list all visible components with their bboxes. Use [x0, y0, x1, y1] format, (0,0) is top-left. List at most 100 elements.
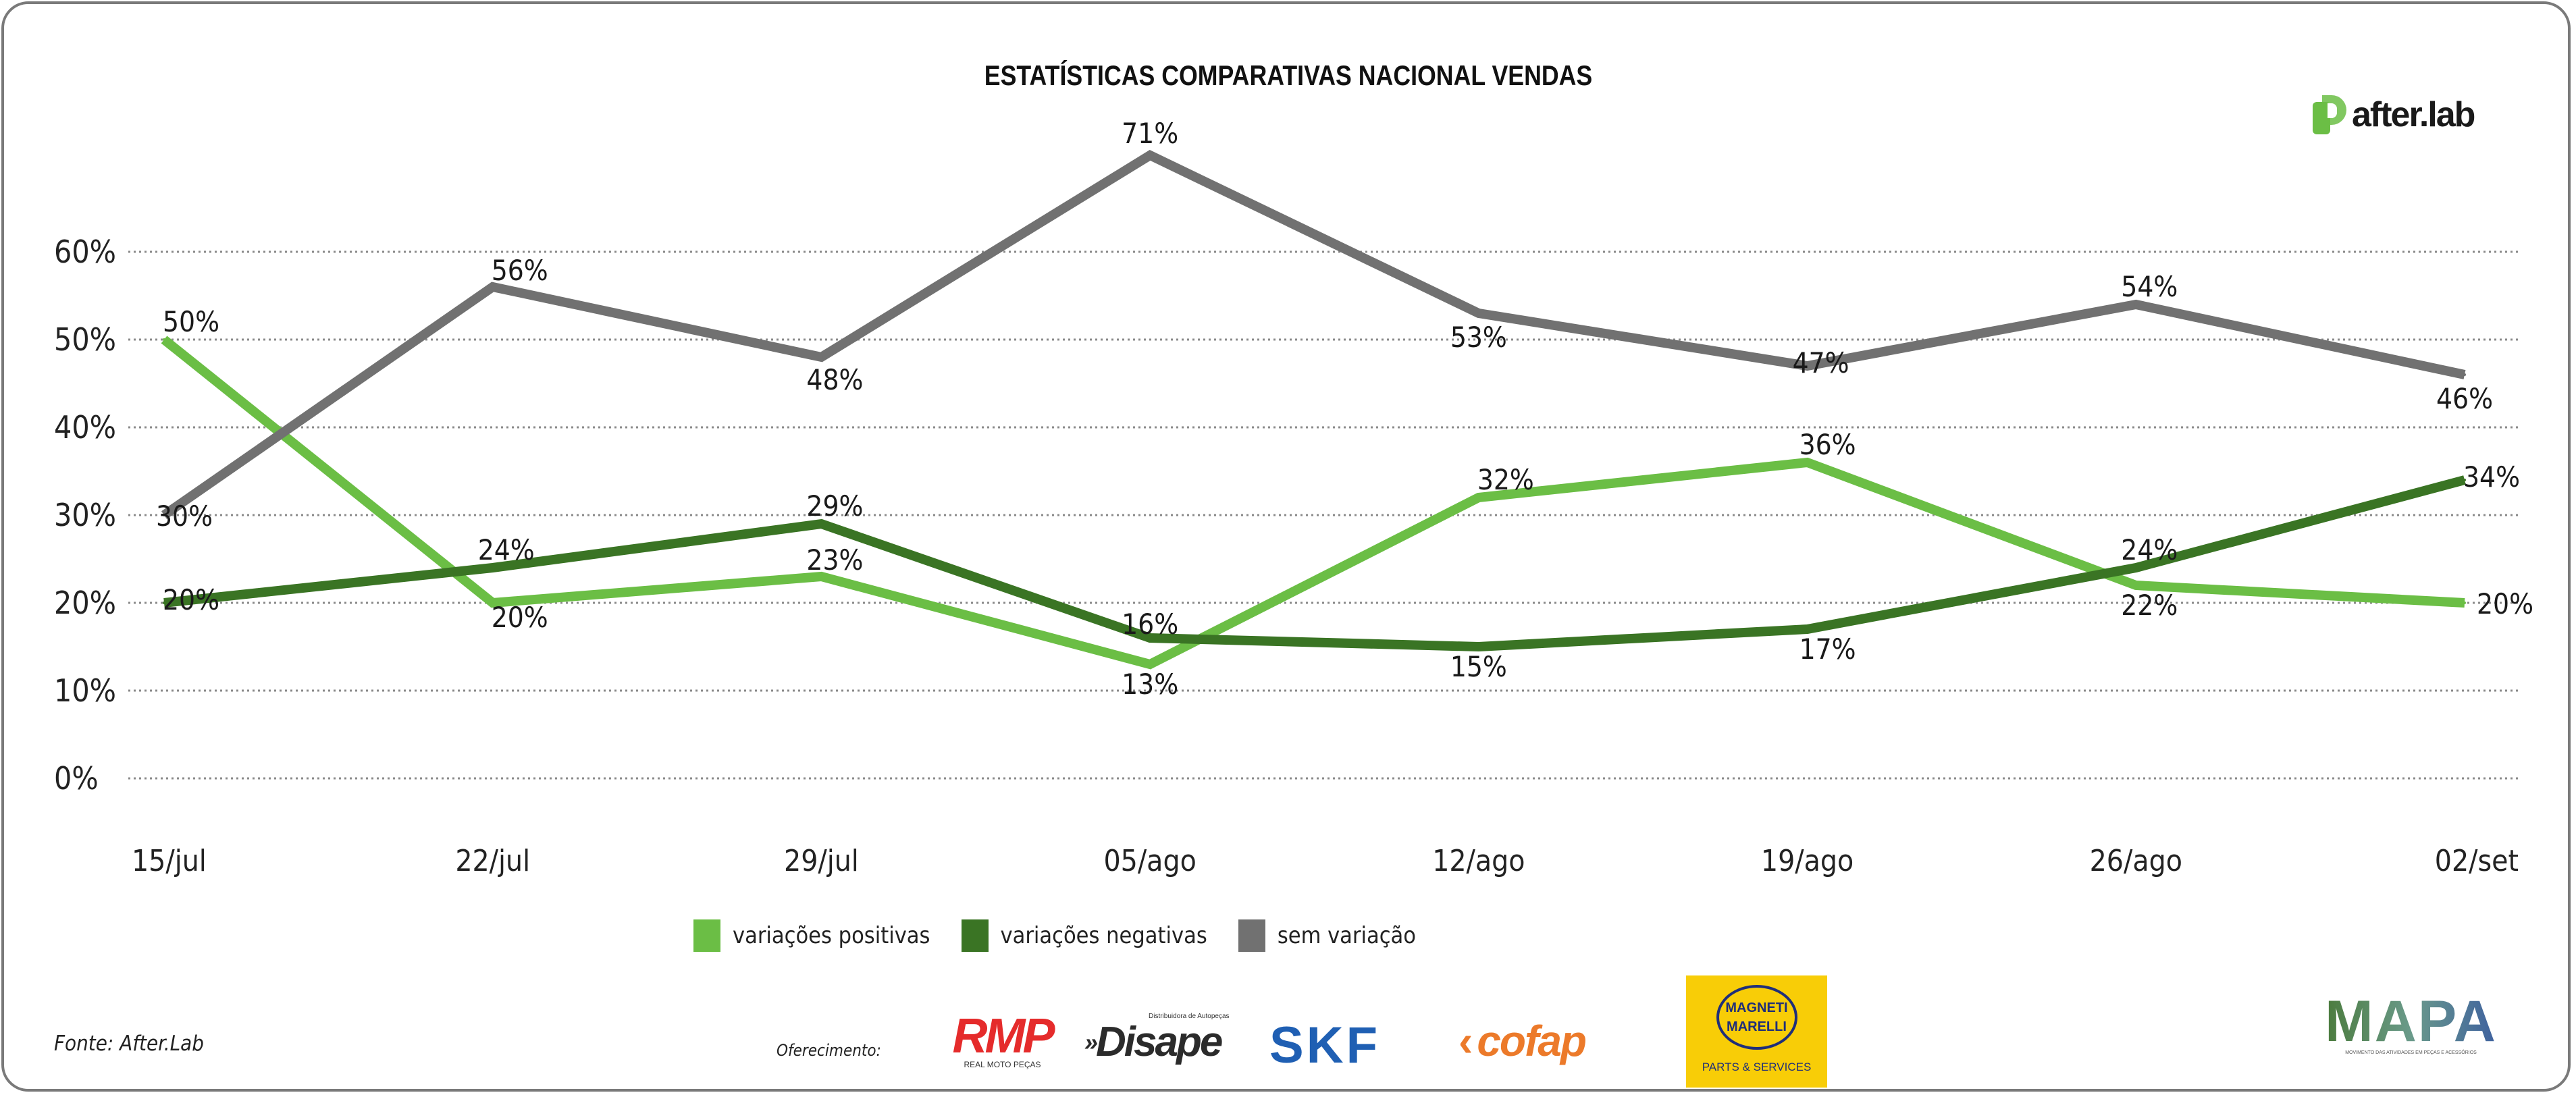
data-point: [2134, 584, 2138, 587]
data-point: [491, 566, 494, 569]
cofap-chevron-icon: ‹: [1458, 1017, 1473, 1065]
data-point: [1806, 365, 1809, 367]
chart-title: ESTATÍSTICAS COMPARATIVAS NACIONAL VENDA…: [984, 59, 1592, 91]
y-tick-label: 20%: [54, 585, 116, 621]
data-point: [2134, 303, 2138, 306]
legend-swatch: [1238, 919, 1265, 952]
x-tick-label: 22/jul: [455, 844, 530, 878]
afterlab-logo-text: after.lab: [2352, 95, 2475, 134]
series-line-1: [161, 336, 2465, 670]
data-label: 24%: [2121, 533, 2178, 566]
data-point: [1477, 645, 1480, 648]
data-point: [1806, 461, 1809, 464]
x-tick-label: 26/ago: [2090, 844, 2182, 878]
disape-logo-text: Disape: [1096, 1019, 1223, 1065]
y-tick-label: 40%: [54, 409, 116, 446]
data-label: 20%: [2477, 587, 2533, 620]
y-tick-label: 50%: [54, 321, 116, 358]
disape-logo: Distribuidora de Autopeças »Disape: [1084, 1013, 1246, 1065]
x-tick-label: 05/ago: [1103, 844, 1196, 878]
disape-logo-sub: Distribuidora de Autopeças: [1149, 1013, 1230, 1020]
afterlab-logo: after.lab: [2313, 95, 2475, 135]
data-label: 34%: [2463, 460, 2520, 493]
y-tick-label: 60%: [54, 234, 116, 270]
x-tick-label: 02/set: [2435, 844, 2519, 878]
magneti-marelli-sub: PARTS & SERVICES: [1702, 1061, 1812, 1073]
y-tick-label: 0%: [54, 760, 99, 797]
sponsored-by-label: Oferecimento:: [777, 1041, 881, 1060]
data-label: 32%: [1477, 463, 1534, 496]
legend-item-negativas: variações negativas: [961, 919, 1207, 952]
disape-arrow-icon: »: [1084, 1028, 1098, 1056]
data-label: 50%: [163, 305, 219, 338]
data-label: 20%: [163, 583, 219, 616]
legend: variações positivas variações negativas …: [693, 919, 1416, 952]
x-tick-label: 29/jul: [784, 844, 859, 878]
legend-label: sem variação: [1277, 922, 1417, 949]
data-point: [820, 356, 823, 358]
y-tick-label: 30%: [54, 497, 116, 533]
data-point: [163, 601, 165, 604]
legend-label: variações negativas: [1000, 922, 1207, 949]
rmp-logo-text: RMP: [952, 1009, 1055, 1063]
data-label: 17%: [1799, 633, 1856, 666]
mapa-logo: MAPA MOVIMENTO DAS ATIVIDADES EM PEÇAS E…: [2321, 992, 2500, 1055]
data-label: 53%: [1450, 321, 1507, 354]
data-label: 56%: [492, 254, 548, 287]
data-label: 47%: [1793, 346, 1849, 379]
x-tick-label: 15/jul: [132, 844, 207, 878]
data-point: [1477, 496, 1480, 499]
data-point: [1477, 312, 1480, 315]
data-point: [820, 575, 823, 578]
cofap-logo: ‹ cofap: [1458, 1016, 1587, 1066]
data-point: [1149, 154, 1152, 157]
data-label: 29%: [806, 489, 863, 523]
data-label: 15%: [1450, 650, 1507, 683]
mapa-logo-sub: MOVIMENTO DAS ATIVIDADES EM PEÇAS E ACES…: [2345, 1050, 2477, 1055]
mapa-logo-text: MAPA: [2321, 992, 2500, 1050]
rmp-logo-sub: REAL MOTO PEÇAS: [964, 1060, 1041, 1069]
magneti-marelli-emblem: MAGNETI MARELLI: [1716, 985, 1797, 1050]
skf-logo: SKF: [1269, 1017, 1380, 1074]
data-label: 48%: [806, 363, 863, 396]
cofap-logo-text: cofap: [1477, 1017, 1587, 1065]
magneti-marelli-logo: MAGNETI MARELLI PARTS & SERVICES: [1686, 975, 1827, 1088]
x-tick-label: 12/ago: [1432, 844, 1525, 878]
data-point: [163, 338, 165, 341]
data-point: [163, 514, 165, 516]
data-label: 23%: [806, 543, 863, 577]
legend-label: variações positivas: [733, 922, 930, 949]
data-label: 24%: [478, 533, 535, 566]
legend-swatch: [693, 919, 720, 952]
data-label: 36%: [1799, 428, 1856, 461]
data-label: 16%: [1122, 608, 1178, 641]
data-label: 22%: [2121, 589, 2178, 622]
rmp-logo: RMP REAL MOTO PEÇAS: [943, 1009, 1061, 1069]
data-label: 54%: [2121, 270, 2178, 303]
data-point: [1806, 628, 1809, 631]
afterlab-logo-icon: [2313, 95, 2346, 134]
data-label: 46%: [2436, 382, 2493, 415]
data-label: 30%: [156, 500, 213, 533]
data-label: 20%: [492, 601, 548, 634]
data-point: [2463, 373, 2466, 376]
data-point: [2134, 566, 2138, 569]
legend-item-sem-variacao: sem variação: [1238, 919, 1416, 952]
data-point: [491, 601, 494, 604]
marelli-text: MARELLI: [1727, 1019, 1787, 1034]
data-point: [2463, 601, 2466, 604]
legend-swatch: [961, 919, 989, 952]
data-label: 71%: [1122, 117, 1178, 150]
magneti-text: MAGNETI: [1725, 1000, 1788, 1015]
data-point: [1149, 637, 1152, 639]
data-point: [1149, 663, 1152, 666]
x-tick-label: 19/ago: [1761, 844, 1854, 878]
y-tick-label: 10%: [54, 672, 116, 709]
series-line-3: [161, 150, 2466, 519]
data-label: 13%: [1122, 668, 1178, 701]
data-point: [491, 286, 494, 288]
legend-item-positivas: variações positivas: [693, 919, 930, 952]
data-point: [820, 523, 823, 525]
